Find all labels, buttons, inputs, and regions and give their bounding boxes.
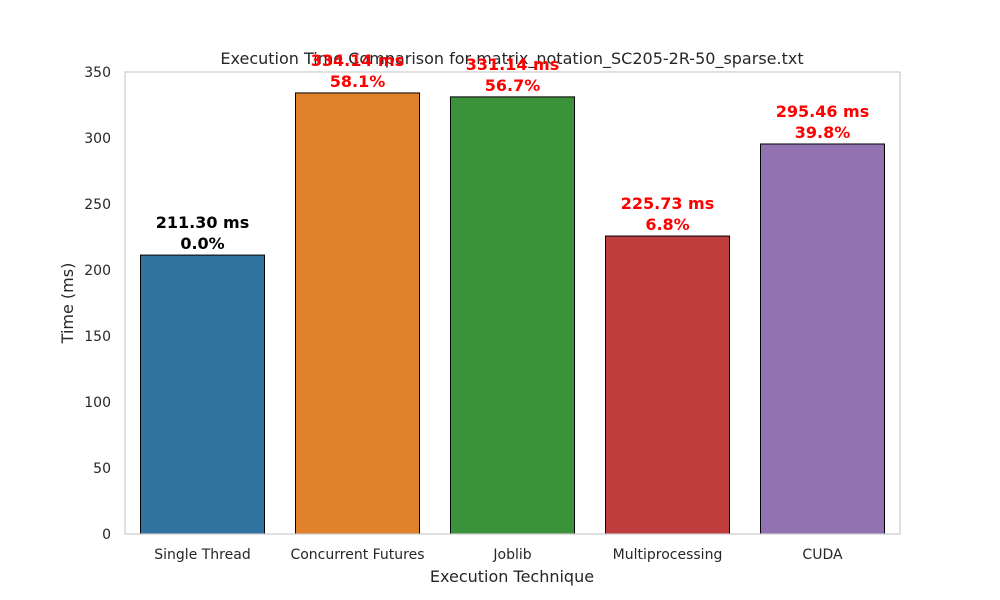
bar	[295, 92, 420, 535]
y-tick-label: 300	[84, 131, 111, 147]
x-axis-label: Execution Technique	[430, 567, 594, 586]
x-tick-label: Multiprocessing	[613, 547, 723, 563]
bar-value-label: 225.73 ms	[621, 194, 715, 213]
x-tick-label: Joblib	[492, 547, 531, 563]
y-tick-label: 100	[84, 395, 111, 411]
bar-percent-label: 56.7%	[485, 76, 541, 95]
bars-layer	[140, 92, 885, 535]
bar-value-label: 295.46 ms	[776, 102, 870, 121]
data-labels-layer: 211.30 ms 0.0% 334.14 ms 58.1% 331.14 ms 56.7…	[156, 51, 870, 253]
y-axis-ticks: 0 50 100 150 200 250 300 350	[84, 65, 111, 543]
y-tick-label: 200	[84, 263, 111, 279]
x-tick-label: Single Thread	[154, 547, 250, 563]
y-axis-label: Time (ms)	[58, 263, 77, 345]
bar	[140, 254, 265, 535]
bar-percent-label: 6.8%	[645, 215, 689, 234]
y-tick-label: 250	[84, 197, 111, 213]
bar-percent-label: 39.8%	[795, 123, 851, 142]
y-tick-label: 350	[84, 65, 111, 81]
plot-frame	[124, 71, 901, 535]
x-tick-label: CUDA	[802, 547, 843, 563]
y-tick-label: 150	[84, 329, 111, 345]
bar-value-label: 334.14 ms	[311, 51, 405, 70]
y-tick-label: 50	[93, 461, 111, 477]
bar-percent-label: 0.0%	[180, 234, 224, 253]
bar	[450, 96, 575, 535]
bar-value-label: 211.30 ms	[156, 213, 250, 232]
bar	[760, 143, 885, 535]
x-tick-label: Concurrent Futures	[290, 547, 424, 563]
x-axis-ticks: Single Thread Concurrent Futures Joblib Mul…	[154, 547, 843, 563]
bar-value-label: 331.14 ms	[466, 55, 560, 74]
chart-title: Execution Time Comparison for matrix_not…	[220, 49, 803, 69]
bar-percent-label: 58.1%	[330, 72, 386, 91]
y-tick-label: 0	[102, 527, 111, 543]
bar	[605, 235, 730, 535]
